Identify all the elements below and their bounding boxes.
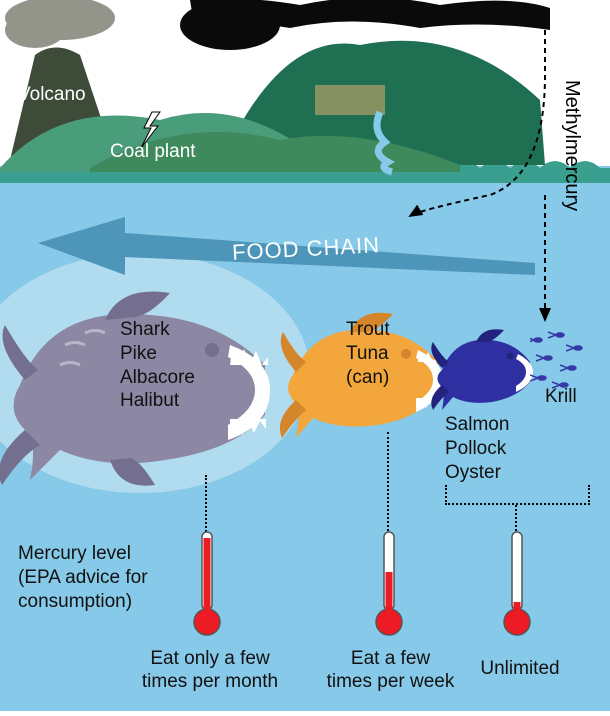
mid-fish-2: Tuna	[346, 342, 390, 366]
infographic-stage: FOOD CHAIN	[0, 0, 610, 711]
coal-plant-label: Coal plant	[110, 140, 196, 164]
mercury-caption-1: Mercury level	[18, 542, 148, 566]
advice-small: Unlimited	[470, 658, 570, 681]
mid-fish-list: Trout Tuna (can)	[346, 318, 390, 389]
land-svg	[0, 0, 610, 190]
mercury-caption-3: consumption)	[18, 590, 148, 614]
mid-fish-1: Trout	[346, 318, 390, 342]
small-fish-list: Salmon Pollock Oyster	[445, 413, 509, 484]
advice-big-2: times per month	[130, 671, 290, 694]
big-fish-4: Halibut	[120, 389, 195, 413]
dotline-big	[205, 475, 207, 535]
methylmercury-label: Methylmercury	[560, 80, 583, 211]
dot-bracket-small	[445, 485, 590, 505]
thermo-mid	[374, 530, 404, 640]
mercury-caption-2: (EPA advice for	[18, 566, 148, 590]
small-fish	[430, 322, 535, 417]
volcano-label: Volcano	[18, 83, 86, 107]
thermo-big	[192, 530, 222, 640]
mercury-caption: Mercury level (EPA advice for consumptio…	[18, 542, 148, 613]
big-fish-2: Pike	[120, 342, 195, 366]
advice-mid-2: times per week	[318, 671, 463, 694]
big-fish-list: Shark Pike Albacore Halibut	[120, 318, 195, 413]
thermo-small	[502, 530, 532, 640]
mid-fish-3: (can)	[346, 366, 390, 390]
advice-big-1: Eat only a few	[130, 648, 290, 671]
small-fish-2: Pollock	[445, 437, 509, 461]
dotline-mid	[387, 432, 389, 535]
advice-mid: Eat a few times per week	[318, 648, 463, 694]
advice-mid-1: Eat a few	[318, 648, 463, 671]
krill-label: Krill	[545, 385, 577, 409]
big-fish-3: Albacore	[120, 366, 195, 390]
small-fish-1: Salmon	[445, 413, 509, 437]
sky-region	[0, 0, 610, 180]
advice-big: Eat only a few times per month	[130, 648, 290, 694]
big-fish-1: Shark	[120, 318, 195, 342]
small-fish-3: Oyster	[445, 461, 509, 485]
